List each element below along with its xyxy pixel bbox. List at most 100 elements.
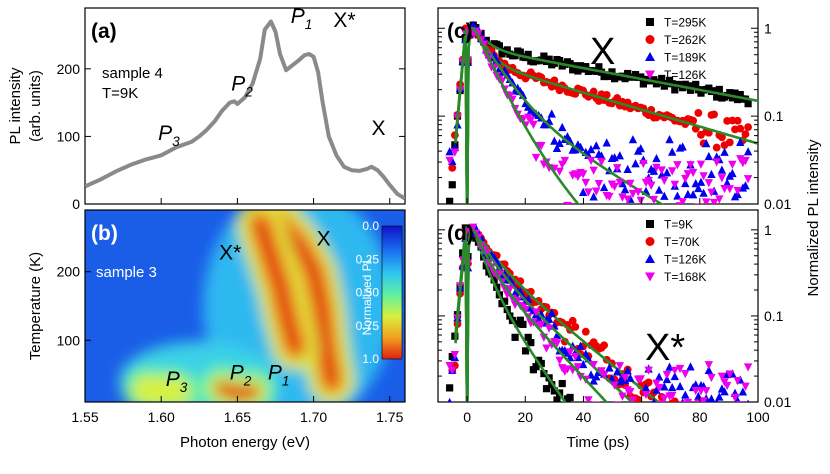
data-point (671, 86, 679, 94)
panelC-data (445, 20, 758, 204)
data-point (670, 366, 679, 375)
panel-b-heatmap (85, 210, 405, 402)
data-point (644, 176, 653, 186)
data-point (639, 80, 647, 88)
data-point (615, 151, 625, 160)
data-point (733, 376, 742, 386)
data-point (670, 371, 679, 381)
data-point (715, 195, 724, 204)
panel-c-big-label: X (590, 31, 615, 73)
data-point (592, 141, 601, 150)
data-point (605, 363, 614, 372)
data-point (694, 399, 703, 402)
data-point (508, 78, 517, 87)
data-point (448, 181, 456, 189)
panel-a-ylabel-line2: (arb. units) (27, 70, 44, 142)
panel-b-frame (84, 209, 406, 403)
legend-label: T=9K (664, 218, 693, 232)
data-point (722, 381, 732, 391)
data-point (626, 387, 635, 397)
data-point (582, 63, 590, 71)
fit-curve (454, 225, 567, 402)
data-point (531, 153, 541, 163)
data-point (628, 135, 638, 144)
data-point (524, 333, 532, 341)
data-point (717, 174, 727, 183)
panel-b-xtick-label: 1.55 (71, 409, 98, 425)
data-point (532, 363, 540, 371)
data-point (736, 137, 745, 146)
legend-label: T=126K (664, 253, 706, 267)
data-point (571, 322, 580, 331)
data-point (707, 394, 716, 402)
data-point (484, 259, 494, 268)
data-point (569, 66, 577, 74)
panel-d: 1 0.1 0.01 0 20 40 60 80 100 T=9K T=70K T=126K T=168… (437, 209, 791, 425)
data-point (552, 339, 562, 348)
data-point (540, 52, 548, 60)
legend-label: T=168K (664, 270, 706, 284)
data-point (743, 175, 753, 184)
data-point (631, 159, 640, 168)
panel-c: 1 0.1 0.01 T=295K T=262K T=189K T=126K (437, 7, 791, 212)
data-point (744, 123, 753, 131)
data-point (450, 350, 460, 360)
data-point (667, 167, 677, 176)
data-point (623, 195, 632, 204)
panel-a-ytick-label: 0 (72, 196, 80, 212)
shared-ylabel: Normalized PL intensity (805, 139, 822, 297)
data-point (726, 89, 734, 97)
data-point (681, 370, 690, 379)
data-point (605, 192, 614, 202)
heatmap-ridge-core (215, 381, 260, 401)
data-point (505, 285, 515, 294)
data-point (658, 74, 666, 83)
data-point (550, 164, 559, 174)
data-point (639, 159, 648, 169)
data-point (566, 393, 574, 402)
legend-marker (646, 18, 654, 26)
data-point (649, 195, 659, 204)
data-point (613, 367, 622, 376)
data-point (621, 75, 629, 83)
legend-label: T=126K (664, 68, 706, 82)
data-point (743, 147, 753, 156)
data-point (686, 161, 695, 170)
data-point (702, 387, 711, 396)
panel-b-xtick-label: 1.60 (148, 409, 175, 425)
data-point (565, 202, 575, 204)
data-point (597, 158, 606, 167)
data-point (555, 356, 564, 365)
data-point (445, 361, 454, 371)
data-point (715, 392, 724, 401)
data-point (592, 372, 601, 381)
data-point (547, 109, 556, 118)
data-point (660, 176, 669, 186)
data-point (552, 331, 562, 340)
data-point (589, 87, 598, 96)
data-point (683, 170, 693, 179)
data-point (662, 168, 672, 177)
data-point (710, 110, 718, 119)
panel-a-peak-label: P3 (158, 122, 180, 149)
data-point (741, 382, 750, 391)
legend-marker (645, 35, 655, 44)
fit-curve (454, 228, 661, 402)
data-point (654, 185, 664, 194)
data-point (678, 198, 687, 204)
data-point (717, 372, 727, 381)
panel-b-ylabel: Temperature (K) (27, 252, 44, 360)
panelC-legend: T=295K T=262K T=189K T=126K (645, 16, 706, 82)
data-point (710, 87, 718, 95)
data-point (469, 223, 478, 232)
data-point (662, 371, 672, 380)
data-point (511, 333, 519, 341)
panel-b: 1.55 1.60 1.65 1.70 1.75 100 200 X* X P3 P2 P1 0.0 0.… (57, 209, 406, 425)
data-point (696, 387, 706, 396)
data-point (699, 397, 708, 402)
data-point (684, 82, 692, 90)
data-point (526, 116, 535, 125)
data-point (626, 373, 635, 382)
data-point (531, 308, 541, 317)
